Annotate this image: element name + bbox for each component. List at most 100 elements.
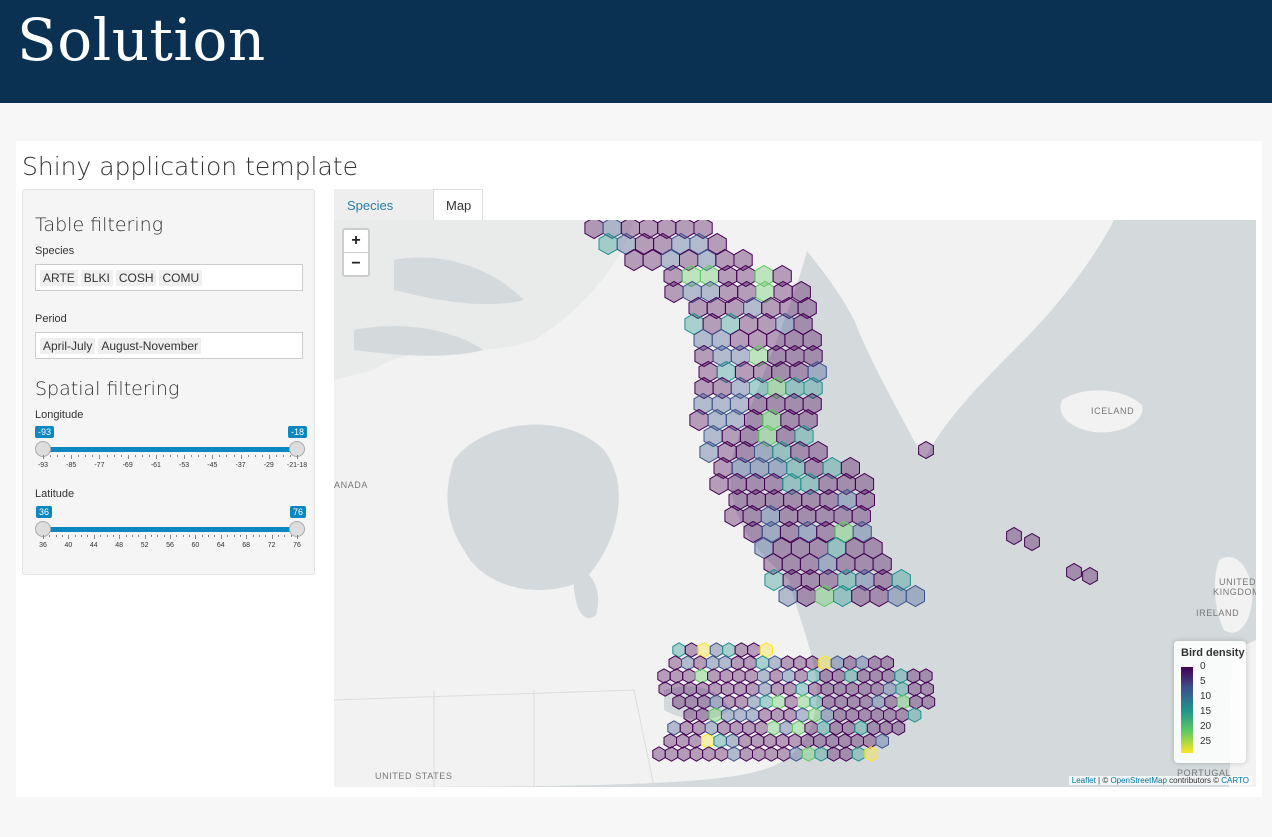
density-hex[interactable] xyxy=(738,733,752,749)
density-hex[interactable] xyxy=(869,668,883,684)
density-hex[interactable] xyxy=(769,668,783,684)
density-hex[interactable] xyxy=(714,746,729,762)
density-hex[interactable] xyxy=(755,655,770,671)
density-hex[interactable] xyxy=(789,746,803,762)
density-hex[interactable] xyxy=(813,733,827,749)
density-hex[interactable] xyxy=(818,655,832,671)
density-hex[interactable] xyxy=(759,694,773,710)
density-hex[interactable] xyxy=(752,746,766,762)
period-select[interactable]: April-July August-November xyxy=(35,332,303,359)
density-hex[interactable] xyxy=(624,248,644,272)
density-hex[interactable] xyxy=(681,655,695,671)
slider-track[interactable] xyxy=(43,527,297,532)
density-hex[interactable] xyxy=(907,681,922,697)
density-hex[interactable] xyxy=(859,694,873,710)
density-hex[interactable] xyxy=(814,746,828,762)
density-hex[interactable] xyxy=(739,746,753,762)
density-hex[interactable] xyxy=(684,694,699,710)
density-hex[interactable] xyxy=(764,568,784,592)
density-hex[interactable] xyxy=(722,694,736,710)
tab-species-table[interactable]: Species table xyxy=(334,189,433,244)
density-hex[interactable] xyxy=(750,733,765,749)
density-hex[interactable] xyxy=(682,668,696,684)
density-hex[interactable] xyxy=(668,655,682,671)
density-hex[interactable] xyxy=(782,668,796,684)
density-hex[interactable] xyxy=(831,668,846,684)
map-basemap[interactable] xyxy=(334,220,1256,787)
density-hex[interactable] xyxy=(664,746,679,762)
density-hex[interactable] xyxy=(667,720,681,736)
density-hex[interactable] xyxy=(887,584,907,608)
density-hex[interactable] xyxy=(708,681,722,697)
density-hex[interactable] xyxy=(704,720,719,736)
density-hex[interactable] xyxy=(909,694,923,710)
density-hex[interactable] xyxy=(743,520,763,544)
density-hex[interactable] xyxy=(796,584,816,608)
density-hex[interactable] xyxy=(830,655,845,671)
density-hex[interactable] xyxy=(803,376,823,400)
density-hex[interactable] xyxy=(864,746,878,762)
density-hex[interactable] xyxy=(733,248,753,272)
density-hex[interactable] xyxy=(851,504,871,528)
density-hex[interactable] xyxy=(868,655,882,671)
density-hex[interactable] xyxy=(793,655,807,671)
density-hex[interactable] xyxy=(1006,526,1022,546)
density-hex[interactable] xyxy=(844,668,858,684)
period-chip[interactable]: August-November xyxy=(98,337,202,354)
density-hex[interactable] xyxy=(707,232,727,256)
density-hex[interactable] xyxy=(702,746,716,762)
density-hex[interactable] xyxy=(906,668,921,684)
density-hex[interactable] xyxy=(880,655,894,671)
density-hex[interactable] xyxy=(709,694,724,710)
density-hex[interactable] xyxy=(734,694,749,710)
density-hex[interactable] xyxy=(697,694,711,710)
density-hex[interactable] xyxy=(733,681,747,697)
density-hex[interactable] xyxy=(693,655,707,671)
density-hex[interactable] xyxy=(709,472,729,496)
density-hex[interactable] xyxy=(808,707,822,723)
density-hex[interactable] xyxy=(713,733,727,749)
density-hex[interactable] xyxy=(809,694,823,710)
density-hex[interactable] xyxy=(767,720,781,736)
density-hex[interactable] xyxy=(845,707,860,723)
density-hex[interactable] xyxy=(783,681,797,697)
density-hex[interactable] xyxy=(695,681,710,697)
density-hex[interactable] xyxy=(791,280,811,304)
density-hex[interactable] xyxy=(908,707,922,723)
density-hex[interactable] xyxy=(854,472,875,496)
density-hex[interactable] xyxy=(705,655,720,671)
density-hex[interactable] xyxy=(694,668,709,684)
density-hex[interactable] xyxy=(747,642,761,658)
density-hex[interactable] xyxy=(730,655,745,671)
density-hex[interactable] xyxy=(858,681,872,697)
density-hex[interactable] xyxy=(891,720,906,736)
density-hex[interactable] xyxy=(851,584,871,608)
density-hex[interactable] xyxy=(919,668,933,684)
density-hex[interactable] xyxy=(758,707,772,723)
density-hex[interactable] xyxy=(850,733,864,749)
period-chip[interactable]: April-July xyxy=(40,337,96,354)
density-hex[interactable] xyxy=(598,232,618,256)
density-hex[interactable] xyxy=(763,733,777,749)
density-hex[interactable] xyxy=(792,720,806,736)
density-hex[interactable] xyxy=(652,746,666,762)
density-hex[interactable] xyxy=(918,440,934,460)
density-hex[interactable] xyxy=(858,707,872,723)
density-hex[interactable] xyxy=(664,280,684,304)
density-hex[interactable] xyxy=(843,655,857,671)
longitude-slider[interactable]: -93 -18 -93 -85 -77 -69 -61 -53 -45 -37 -29 -21-1… xyxy=(35,426,307,470)
density-hex[interactable] xyxy=(772,264,792,288)
density-hex[interactable] xyxy=(747,694,761,710)
density-hex[interactable] xyxy=(663,733,677,749)
density-hex[interactable] xyxy=(708,707,722,723)
density-hex[interactable] xyxy=(754,720,768,736)
density-hex[interactable] xyxy=(881,668,896,684)
density-hex[interactable] xyxy=(770,707,785,723)
density-hex[interactable] xyxy=(814,584,835,608)
density-hex[interactable] xyxy=(805,655,820,671)
density-hex[interactable] xyxy=(742,720,756,736)
density-hex[interactable] xyxy=(722,642,736,658)
density-hex[interactable] xyxy=(794,668,808,684)
density-hex[interactable] xyxy=(734,642,749,658)
osm-link[interactable]: OpenStreetMap xyxy=(1110,776,1167,785)
